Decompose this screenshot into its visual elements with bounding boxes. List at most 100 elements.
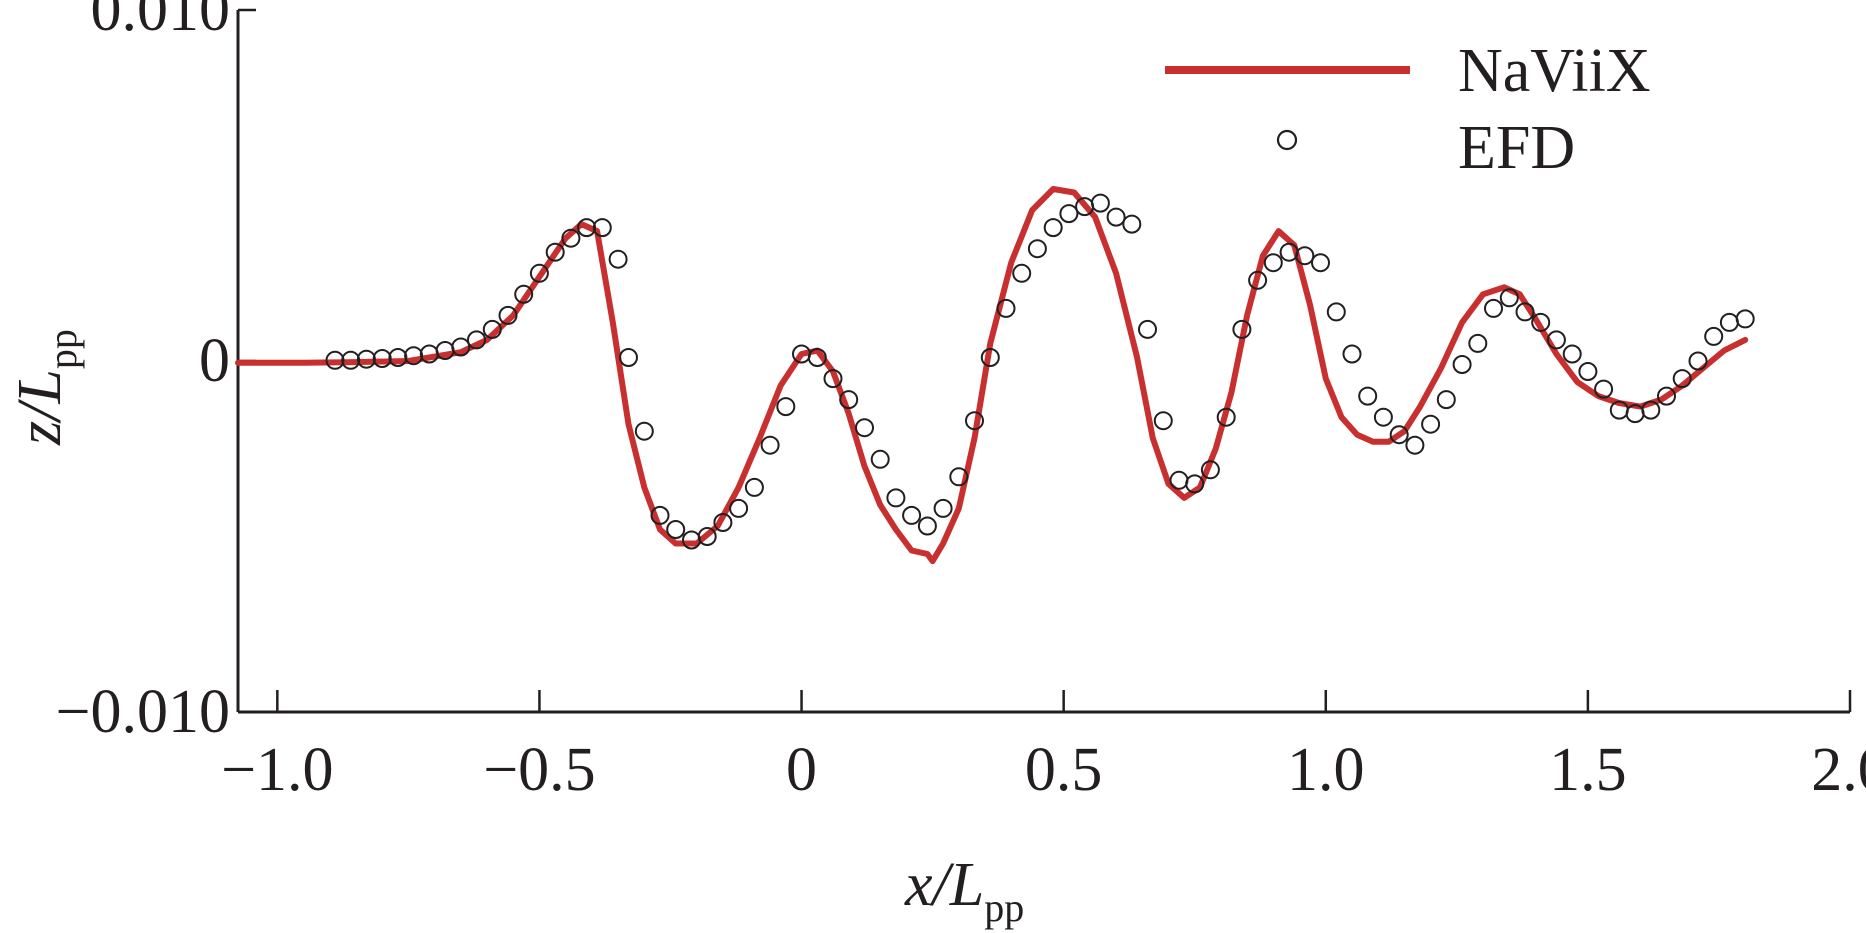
efd-point [451,337,471,357]
efd-point [404,346,424,366]
efd-point [1578,362,1598,381]
efd-point [356,349,376,369]
efd-point [1735,309,1755,329]
efd-point [1232,319,1252,339]
efd-point [1373,407,1393,427]
efd-point [1043,218,1063,238]
efd-point [1436,390,1456,410]
efd-point [1311,253,1330,273]
efd-point [1169,470,1189,490]
efd-point [902,505,922,525]
y-axis-title: z/Lpp [6,329,85,446]
efd-point [1138,319,1157,339]
efd-point [592,218,612,238]
efd-point [1389,425,1409,445]
efd-point [729,498,749,518]
efd-point [1326,302,1346,322]
x-tick-label: 1.0 [1287,736,1365,804]
y-tick-label: 0.010 [91,0,231,44]
efd-point [577,218,597,238]
efd-point [713,513,733,532]
efd-point [823,369,843,389]
efd-point [1657,386,1676,406]
efd-point [634,421,654,441]
efd-point [1153,411,1173,431]
x-axis-title-sub: pp [984,885,1024,930]
efd-point [1719,312,1739,332]
efd-point [608,249,628,269]
efd-point [1704,326,1724,346]
efd-point [545,242,565,262]
efd-point [372,349,392,368]
efd-point [650,505,670,525]
efd-point [514,284,534,304]
efd-point [498,305,518,325]
efd-point [760,435,780,455]
efd-point [1546,330,1566,350]
series-layer [235,186,1755,565]
efd-point [341,350,361,370]
efd-point [965,411,984,431]
efd-point [917,516,937,536]
efd-point [1358,386,1378,406]
efd-point [855,418,874,438]
legend-efd-label: EFD [1458,114,1575,182]
x-axis-title: x/Lpp [904,851,1024,930]
efd-point [1012,263,1032,283]
efd-point [886,488,906,508]
efd-point [1688,351,1708,371]
efd-point [839,390,859,410]
efd-point [1248,270,1268,290]
naviix-series-line [235,186,1749,565]
efd-point [1641,400,1661,420]
x-tick-label: −0.5 [483,736,595,804]
legend-efd-marker [1276,129,1298,151]
efd-point [1342,344,1362,364]
efd-point [1421,414,1441,434]
efd-point [1027,239,1047,259]
efd-point [388,348,408,367]
efd-point [949,467,969,487]
efd-point [1594,379,1614,399]
efd-point [1405,435,1425,455]
plot-frame [236,10,1850,714]
efd-point [996,298,1016,318]
y-axis-title-main: z [6,421,74,446]
efd-point [1515,302,1535,322]
x-axis-title-main: x [904,851,933,919]
efd-point [1531,312,1551,332]
efd-point [1059,204,1079,224]
y-tick-label: −0.010 [56,678,230,746]
efd-point [744,477,764,497]
efd-point [697,527,717,546]
efd-point [561,228,581,248]
legend-naviix-label: NaViiX [1458,37,1651,105]
efd-point [1122,214,1142,234]
x-tick-label: 2.0 [1811,736,1866,804]
efd-point [1185,474,1205,494]
efd-point [325,350,345,370]
efd-point [1452,355,1472,374]
efd-point [1200,460,1220,480]
efd-point [467,330,486,350]
efd-point [1499,288,1519,308]
y-axis-ticks: 0.010 0 −0.010 [56,0,256,746]
x-axis-title-slash: /L [930,851,985,919]
efd-point [619,348,638,367]
x-axis-ticks: −1.0 −0.5 0 0.5 1.0 1.5 2.0 [221,690,1866,804]
efd-point [482,319,502,339]
efd-point [1263,253,1283,273]
y-tick-label: 0 [199,327,230,395]
x-tick-label: 0 [786,736,817,804]
efd-point [933,498,953,518]
efd-point [776,397,796,417]
x-tick-label: 0.5 [1025,736,1103,804]
efd-point [1484,298,1503,318]
efd-point [666,520,686,539]
legend: NaViiX EFD [1165,37,1651,182]
y-axis-title-slash: /L [6,369,74,424]
y-axis-title-sub: pp [40,329,85,369]
x-tick-label: 1.5 [1549,736,1627,804]
efd-point [870,449,890,469]
